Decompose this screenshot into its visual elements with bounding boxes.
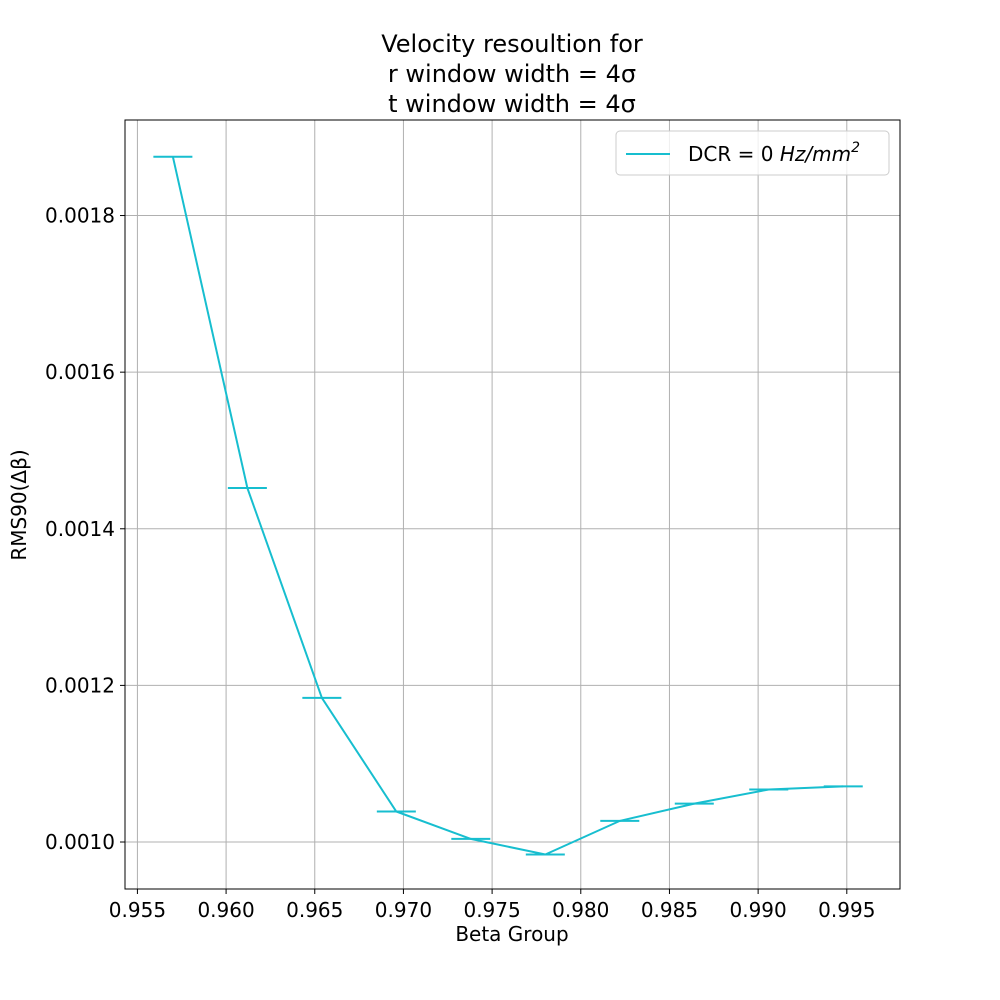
x-axis-ticks: 0.955 0.960 0.965 0.970 0.975 0.980 0.985 0.990… xyxy=(109,889,875,922)
chart-title-line-3: t window width = 4σ xyxy=(388,90,636,118)
x-tick-label: 0.980 xyxy=(552,898,609,922)
y-tick-label: 0.0012 xyxy=(45,673,115,697)
legend-label-unit: Hz/mm xyxy=(780,142,851,166)
x-tick-label: 0.975 xyxy=(463,898,520,922)
y-tick-label: 0.0016 xyxy=(45,360,115,384)
chart-title: Velocity resoultion for r window width =… xyxy=(381,30,643,118)
y-tick-label: 0.0010 xyxy=(45,830,115,854)
legend-label-exponent: 2 xyxy=(851,140,860,156)
x-tick-label: 0.965 xyxy=(286,898,343,922)
x-tick-label: 0.955 xyxy=(109,898,166,922)
legend-box xyxy=(615,130,890,176)
y-axis-label: RMS90(Δβ) xyxy=(7,449,31,560)
x-tick-label: 0.995 xyxy=(818,898,875,922)
y-tick-label: 0.0018 xyxy=(45,204,115,228)
chart-title-line-2: r window width = 4σ xyxy=(388,60,636,88)
x-tick-label: 0.960 xyxy=(197,898,254,922)
grid xyxy=(125,120,900,889)
y-tick-label: 0.0014 xyxy=(45,517,115,541)
x-tick-label: 0.970 xyxy=(375,898,432,922)
x-tick-label: 0.990 xyxy=(729,898,786,922)
x-axis-label: Beta Group xyxy=(455,922,568,946)
y-axis-ticks: 0.0010 0.0012 0.0014 0.0016 0.0018 xyxy=(45,204,125,854)
legend: DCR = 0 Hz/mm2 xyxy=(615,130,890,176)
chart-title-line-1: Velocity resoultion for xyxy=(381,30,643,58)
plot-area-frame xyxy=(124,119,901,890)
data-series xyxy=(153,155,863,856)
x-tick-label: 0.985 xyxy=(641,898,698,922)
legend-label: DCR = 0 Hz/mm2 xyxy=(688,140,860,166)
legend-label-prefix: DCR = 0 xyxy=(688,142,780,166)
series-line xyxy=(171,156,844,856)
